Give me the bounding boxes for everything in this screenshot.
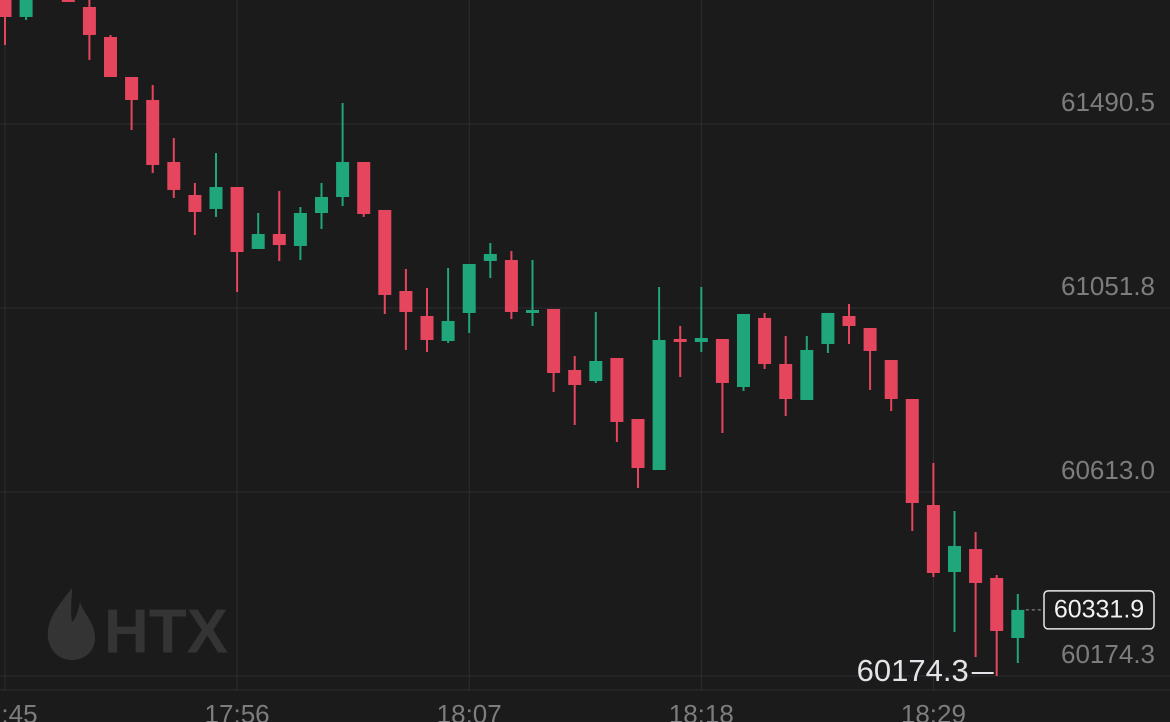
candle-body [800, 349, 814, 401]
candle-body [0, 0, 12, 17]
candle-body [990, 577, 1004, 631]
candle-body [779, 363, 793, 399]
candle-body [969, 549, 983, 583]
candle-body [610, 357, 624, 422]
candle-body [188, 195, 202, 212]
candle-body [146, 99, 160, 165]
candle-body [842, 316, 856, 326]
candle-body [526, 310, 539, 313]
watermark: HTX [47, 588, 228, 666]
candle-body [758, 317, 772, 364]
y-tick-label: 61490.5 [1061, 87, 1155, 117]
grid [0, 0, 1170, 690]
candle-body [125, 76, 139, 100]
x-tick-label: 18:18 [669, 699, 734, 722]
candle-body [209, 186, 223, 209]
candle-body [104, 36, 117, 77]
x-tick-label: 18:07 [437, 699, 502, 722]
low-price-label: 60174.3 [857, 653, 969, 688]
x-tick-label: 18:29 [901, 699, 966, 722]
candle-body [462, 263, 476, 313]
candle-body [547, 308, 561, 373]
candle-body [504, 260, 518, 312]
candle-body [715, 338, 729, 383]
candle-body [863, 327, 877, 351]
candle-body [631, 418, 645, 468]
candle-body [589, 360, 603, 382]
candle-body [420, 316, 434, 340]
candle-body [652, 339, 666, 470]
candle-body [19, 0, 33, 17]
watermark-text: HTX [104, 597, 228, 666]
candle-body [230, 186, 244, 253]
candle-body [441, 320, 455, 341]
candle-body [336, 162, 350, 197]
candle-body [926, 505, 940, 573]
watermark-logo [47, 588, 96, 660]
candle-body [378, 209, 392, 295]
y-tick-label: 60174.3 [1061, 639, 1155, 669]
candle-body [1011, 609, 1025, 638]
candle-body [315, 196, 328, 214]
last-price-label: 60331.9 [1054, 596, 1144, 624]
candle-body [821, 312, 835, 344]
y-tick-label: 61051.8 [1061, 271, 1155, 301]
candle-body [293, 213, 307, 247]
candle-body [884, 359, 898, 399]
x-tick-label: 17:45 [0, 699, 38, 722]
candle-body [82, 7, 96, 35]
candle-body [483, 253, 497, 261]
candle-body [673, 338, 687, 343]
candle-body [694, 337, 708, 343]
y-tick-label: 60613.0 [1061, 455, 1155, 485]
candle-body [948, 545, 961, 572]
candle-body [167, 162, 181, 190]
x-tick-label: 17:56 [205, 699, 270, 722]
candle-body [357, 162, 371, 215]
candle-body [61, 0, 75, 2]
candle-body [905, 398, 919, 504]
candles [0, 0, 1025, 676]
candle-body [399, 291, 413, 312]
candle-body [272, 234, 286, 245]
candle-body [251, 234, 265, 249]
candle-body [568, 369, 582, 385]
last-price-tag [1043, 590, 1155, 630]
candle-body [737, 313, 750, 388]
